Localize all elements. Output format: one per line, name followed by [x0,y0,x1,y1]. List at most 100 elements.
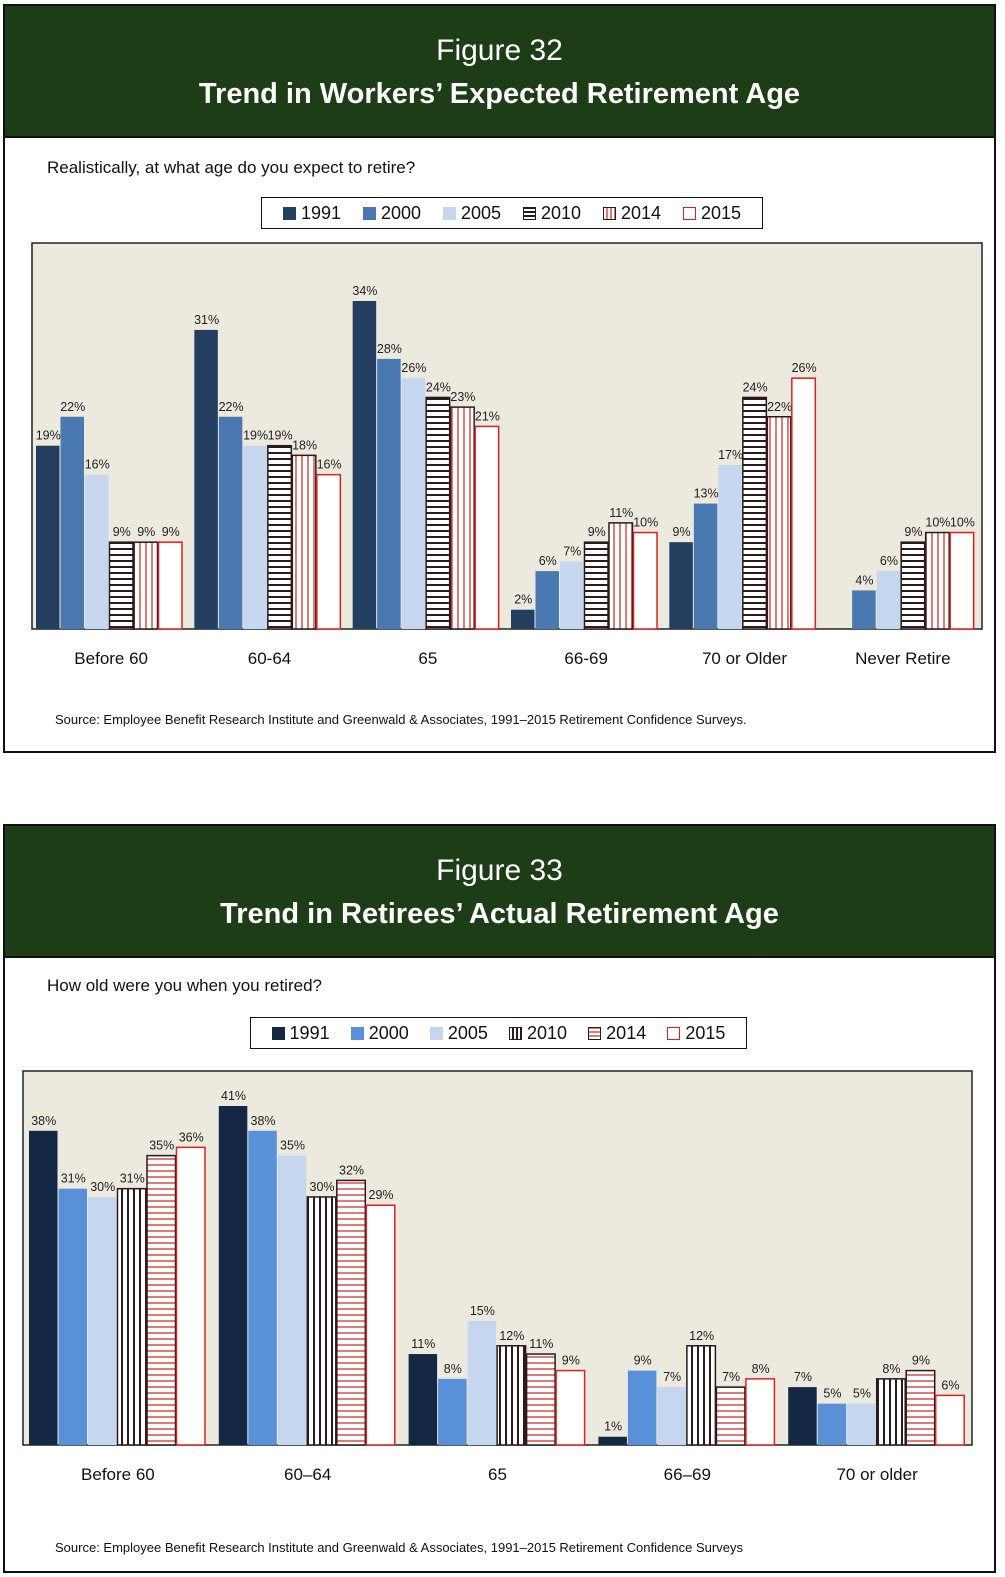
bar-2010 [267,444,293,630]
data-label: 18% [292,438,317,452]
data-label: 41% [221,1089,246,1103]
data-label: 15% [470,1304,495,1318]
bar-2015 [175,1146,206,1446]
data-label: 9% [137,525,155,539]
bar-2000 [817,1403,847,1445]
legend-swatch [271,1026,285,1040]
data-label: 35% [149,1139,174,1153]
data-label: 7% [663,1370,681,1384]
legend-label: 2000 [380,202,422,223]
source-note: Source: Employee Benefit Research Instit… [55,712,747,727]
data-label: 19% [243,429,268,443]
data-label: 16% [85,458,110,472]
bar-2010 [583,541,609,630]
figure-number: Figure 33 [436,854,563,887]
legend-item: 2014 [588,1023,646,1044]
legend-item: 2000 [350,1023,409,1044]
legend-swatch [442,206,456,220]
figure-header: Figure 32 Trend in Workers’ Expected Ret… [5,6,994,138]
data-label: 7% [794,1370,812,1384]
bar-1991 [218,1106,248,1445]
data-label: 22% [219,400,244,414]
bar-1991 [408,1354,438,1445]
data-label: 9% [162,525,180,539]
data-label: 6% [880,554,898,568]
bar-1991 [788,1387,817,1445]
chart-title: Trend in Retirees’ Actual Retirement Age [220,898,779,930]
data-label: 11% [609,506,633,520]
data-label: 7% [722,1370,740,1384]
figure-32: Figure 32 Trend in Workers’ Expected Ret… [3,4,996,753]
data-label: 26% [792,361,817,375]
data-label: 35% [280,1139,305,1153]
bar-2014 [924,531,950,630]
legend-label: 2005 [447,1022,488,1043]
bar-2000 [627,1370,657,1445]
data-label: 30% [310,1180,335,1194]
bar-2015 [474,425,500,630]
bar-2010 [742,396,768,630]
bar-2014 [336,1179,367,1446]
data-label: 7% [563,544,581,558]
legend-swatch [429,1026,443,1040]
data-label: 13% [694,487,719,501]
data-label: 9% [113,525,131,539]
bar-2000 [377,358,401,629]
data-label: 4% [855,573,873,587]
bar-2010 [686,1345,717,1446]
data-label: 19% [268,429,293,443]
data-label: 22% [60,400,85,414]
data-label: 34% [352,284,377,298]
survey-question: How old were you when you retired? [47,976,322,995]
legend-label: 1991 [300,202,342,223]
bar-2000 [218,416,243,629]
bar-2005 [876,571,901,629]
bar-2000 [535,571,559,629]
category-label: 60-64 [248,649,291,668]
data-label: 12% [689,1329,714,1343]
category-label: Before 60 [74,649,148,668]
data-label: 10% [633,516,658,530]
bar-1991 [194,329,218,629]
data-label: 8% [882,1362,900,1376]
data-label: 29% [369,1188,394,1202]
bar-2014 [525,1353,556,1446]
data-label: 12% [499,1329,524,1343]
bar-1991 [669,542,693,629]
chart-legend: 1991 2000 2005 2010 2014 2015 [261,197,763,229]
data-label: 10% [950,516,975,530]
bar-2005 [718,465,742,629]
bar-1991 [352,301,377,629]
bar-2010 [306,1196,337,1446]
legend-item: 2015 [667,1023,725,1044]
figure-number: Figure 32 [436,34,563,67]
data-label: 1% [604,1420,622,1434]
category-label: 65 [488,1465,507,1484]
data-label: 8% [444,1362,462,1376]
category-label: Before 60 [81,1465,155,1484]
data-label: 24% [743,380,768,394]
legend-swatch [588,1026,602,1040]
bar-2015 [745,1378,776,1446]
data-label: 31% [194,313,219,327]
survey-question: Realistically, at what age do you expect… [47,158,416,177]
bar-2010 [496,1345,527,1446]
legend-label: 2010 [540,202,582,223]
bar-2010 [900,541,926,630]
bar-1991 [598,1436,627,1445]
legend-item: 2010 [509,1023,567,1044]
bar-2015 [934,1394,965,1446]
bar-2005 [277,1155,307,1445]
bar-2005 [243,445,267,629]
data-label: 5% [823,1387,841,1401]
bar-2010 [875,1378,906,1446]
data-label: 17% [718,448,743,462]
data-label: 9% [673,525,691,539]
legend-item: 2005 [429,1022,488,1044]
data-label: 6% [941,1378,959,1392]
data-label: 5% [853,1387,871,1401]
legend-swatch [667,1026,681,1040]
bar-2014 [133,541,159,630]
chart-title: Trend in Workers’ Expected Retirement Ag… [198,78,801,110]
chart-legend: 1991 2000 2005 2010 2014 2015 [250,1017,747,1049]
